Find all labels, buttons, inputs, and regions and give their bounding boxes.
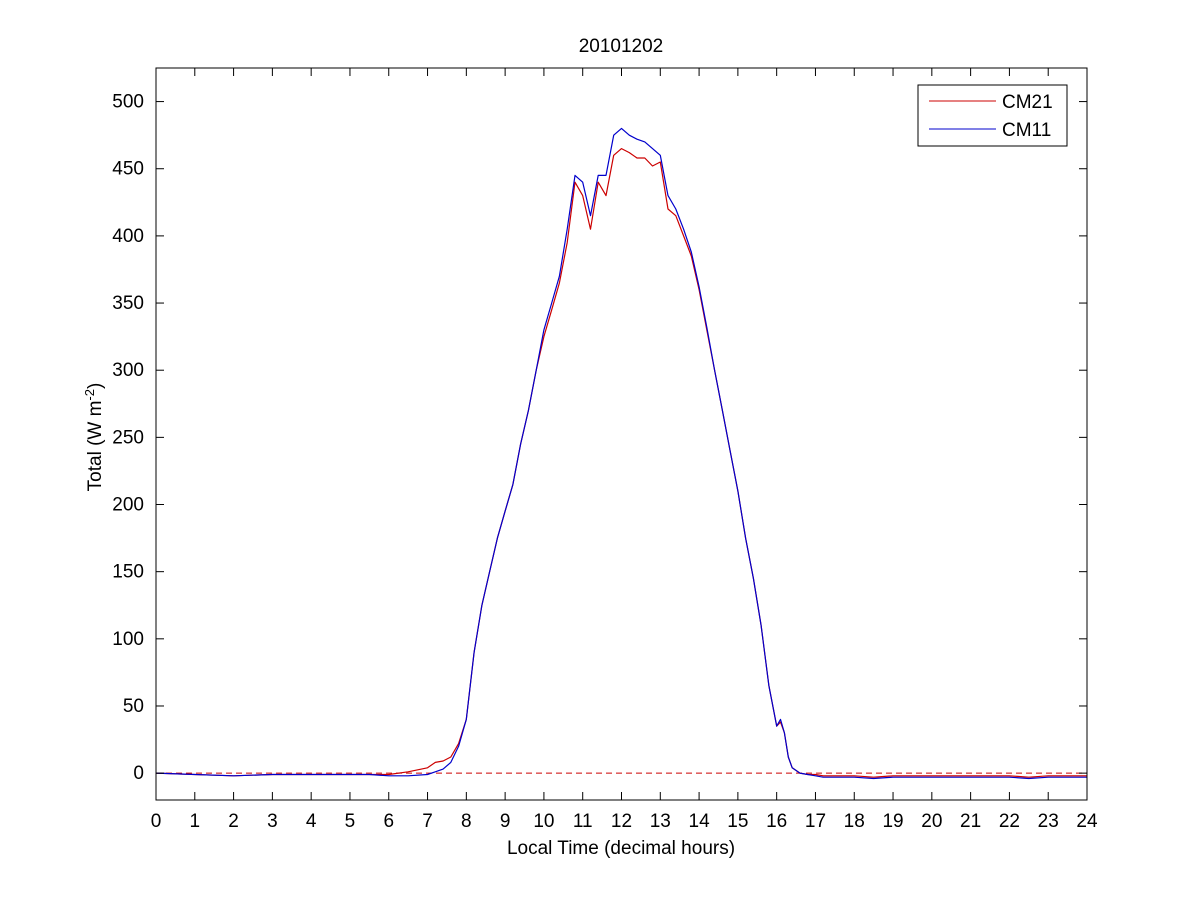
y-tick-label: 250: [112, 427, 144, 448]
y-axis-label-sup: -2: [82, 389, 97, 401]
y-tick-label: 350: [112, 293, 144, 314]
x-tick-label: 12: [611, 811, 632, 832]
x-tick-label: 8: [461, 811, 472, 832]
y-tick-label: 200: [112, 495, 144, 516]
x-tick-label: 3: [267, 811, 278, 832]
y-axis-label-tail: ): [85, 383, 106, 389]
legend-box: [917, 84, 1068, 147]
x-tick-label: 4: [306, 811, 317, 832]
x-tick-label: 17: [805, 811, 826, 832]
series-line-cm11: [155, 127, 1087, 780]
x-tick-label: 15: [727, 811, 748, 832]
x-tick-label: 9: [500, 811, 511, 832]
x-tick-label: 14: [689, 811, 711, 832]
x-tick-label: 22: [999, 811, 1020, 832]
plot-area: 0 1 2 3 4 5 6 7 8 9 10 11 12 13 14 15 16 17 18 19 20 21 22 23 24…: [112, 67, 1098, 832]
x-tick-label: 20: [921, 811, 942, 832]
x-tick-label: 23: [1038, 811, 1059, 832]
y-tick-label: 50: [123, 696, 144, 717]
y-tick-label: 100: [112, 629, 144, 650]
x-tick-label: 1: [190, 811, 201, 832]
x-tick-label: 18: [844, 811, 865, 832]
y-axis-label: Total (W m-2): [82, 383, 107, 492]
chart-title: 20101202: [579, 36, 664, 57]
x-tick-label: 0: [151, 811, 162, 832]
x-tick-label: 10: [533, 811, 554, 832]
y-tick-label: 500: [112, 92, 144, 113]
tick-layer: 0 1 2 3 4 5 6 7 8 9 10 11 12 13 14 15 16 17 18 19 20 21 22 23 24…: [112, 68, 1098, 832]
x-tick-label: 19: [882, 811, 903, 832]
legend-label-cm11: CM11: [1002, 120, 1051, 141]
y-tick-label: 300: [112, 360, 144, 381]
y-axis-label-base: Total (W m: [85, 401, 106, 492]
x-tick-label: 7: [422, 811, 433, 832]
y-tick-label: 400: [112, 226, 144, 247]
x-tick-label: 16: [766, 811, 787, 832]
y-tick-label: 0: [133, 763, 144, 784]
x-tick-label: 11: [573, 811, 593, 832]
y-tick-label: 150: [112, 562, 144, 583]
x-axis-label: Local Time (decimal hours): [507, 838, 735, 859]
legend-label-cm21: CM21: [1002, 92, 1053, 113]
legend: CM21 CM11: [917, 84, 1068, 147]
x-tick-label: 24: [1076, 811, 1098, 832]
x-tick-label: 21: [960, 811, 981, 832]
x-tick-label: 2: [228, 811, 239, 832]
y-tick-label: 450: [112, 159, 144, 180]
x-tick-label: 5: [345, 811, 356, 832]
series-layer: [155, 127, 1087, 780]
x-tick-label: 13: [650, 811, 671, 832]
x-tick-label: 6: [383, 811, 394, 832]
